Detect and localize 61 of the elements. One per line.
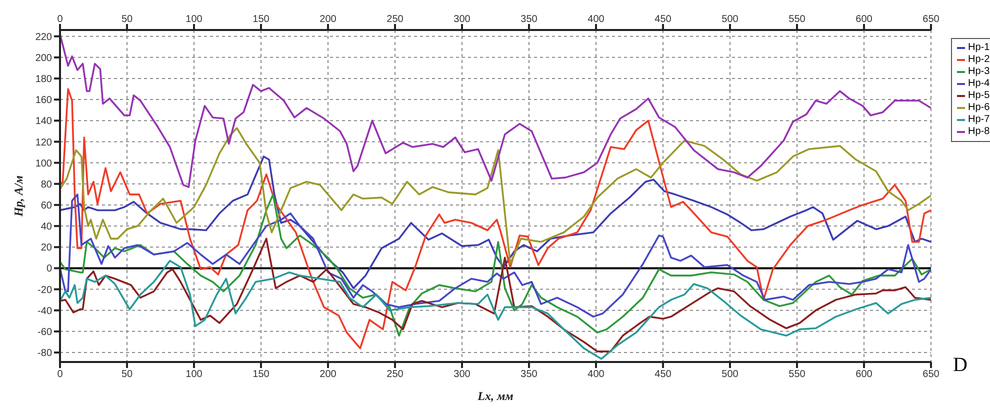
line-series [60,127,931,265]
x2-tick-label: 0 [57,369,64,380]
y-tick-label: 40 [40,222,52,233]
x-tick-label: 550 [788,14,806,25]
x-tick-label: 400 [588,14,605,25]
x2-tick-label: 50 [121,369,133,380]
y-tick-label: 220 [35,32,52,43]
x-tick-label: 150 [252,14,270,25]
x-tick-label: 350 [520,14,538,25]
legend-label: Нр-8 [968,126,990,138]
legend-label: Нр-4 [968,78,990,90]
text: D [953,354,968,377]
y-tick-label: -20 [38,284,52,296]
y-tick-label: 100 [35,158,52,170]
y-tick-label: 80 [40,179,52,190]
line-series [60,260,931,360]
y-axis-title: Нр, А/м [11,176,26,218]
legend-label: Нр-6 [968,102,990,114]
x-tick-label: 250 [386,14,404,25]
y-tick-label: 0 [46,264,52,275]
x2-tick-label: 500 [722,369,739,380]
x-tick-label: 500 [722,14,739,25]
line-series [60,33,931,188]
y-tick-label: 20 [40,242,52,254]
x2-tick-label: 200 [320,369,337,380]
x-tick-label: 600 [856,14,873,25]
y-tick-label: -60 [38,326,52,338]
x2-tick-label: 450 [654,369,672,380]
x2-tick-label: 400 [588,369,605,380]
x-tick-label: 100 [186,14,203,25]
x-tick-label: 300 [454,14,471,25]
x-tick-label: 200 [320,14,337,25]
y-tick-label: 180 [35,74,52,86]
y-tick-label: -40 [38,306,52,317]
legend-label: Нр-3 [968,66,990,78]
x2-tick-label: 650 [922,369,940,380]
line-series [60,88,931,350]
line-series [60,156,931,290]
legend-label: Нр-2 [968,54,990,66]
x-tick-label: 650 [922,14,940,25]
x2-tick-label: 350 [520,369,538,380]
x2-tick-label: 600 [856,369,873,380]
x-tick-label: 0 [57,14,64,25]
x2-tick-label: 300 [454,369,471,380]
line-series [60,238,931,352]
x2-tick-label: 550 [788,369,806,380]
y-tick-label: 140 [35,116,52,128]
x-tick-label: 50 [121,14,133,25]
x2-tick-label: 100 [186,369,203,380]
legend-label: Нр-5 [968,90,990,102]
y-tick-label: 120 [35,137,52,148]
y-tick-label: -80 [38,348,52,360]
legend-label: Нр-7 [968,114,990,126]
y-tick-label: 160 [35,95,52,106]
y-tick-label: 200 [35,52,52,64]
x2-tick-label: 250 [386,369,404,380]
y-tick-label: 60 [40,200,52,212]
x-tick-label: 450 [654,14,672,25]
legend-label: Нр-1 [968,42,990,54]
x-axis-title: Lx, мм [476,389,514,403]
x2-tick-label: 150 [252,369,270,380]
